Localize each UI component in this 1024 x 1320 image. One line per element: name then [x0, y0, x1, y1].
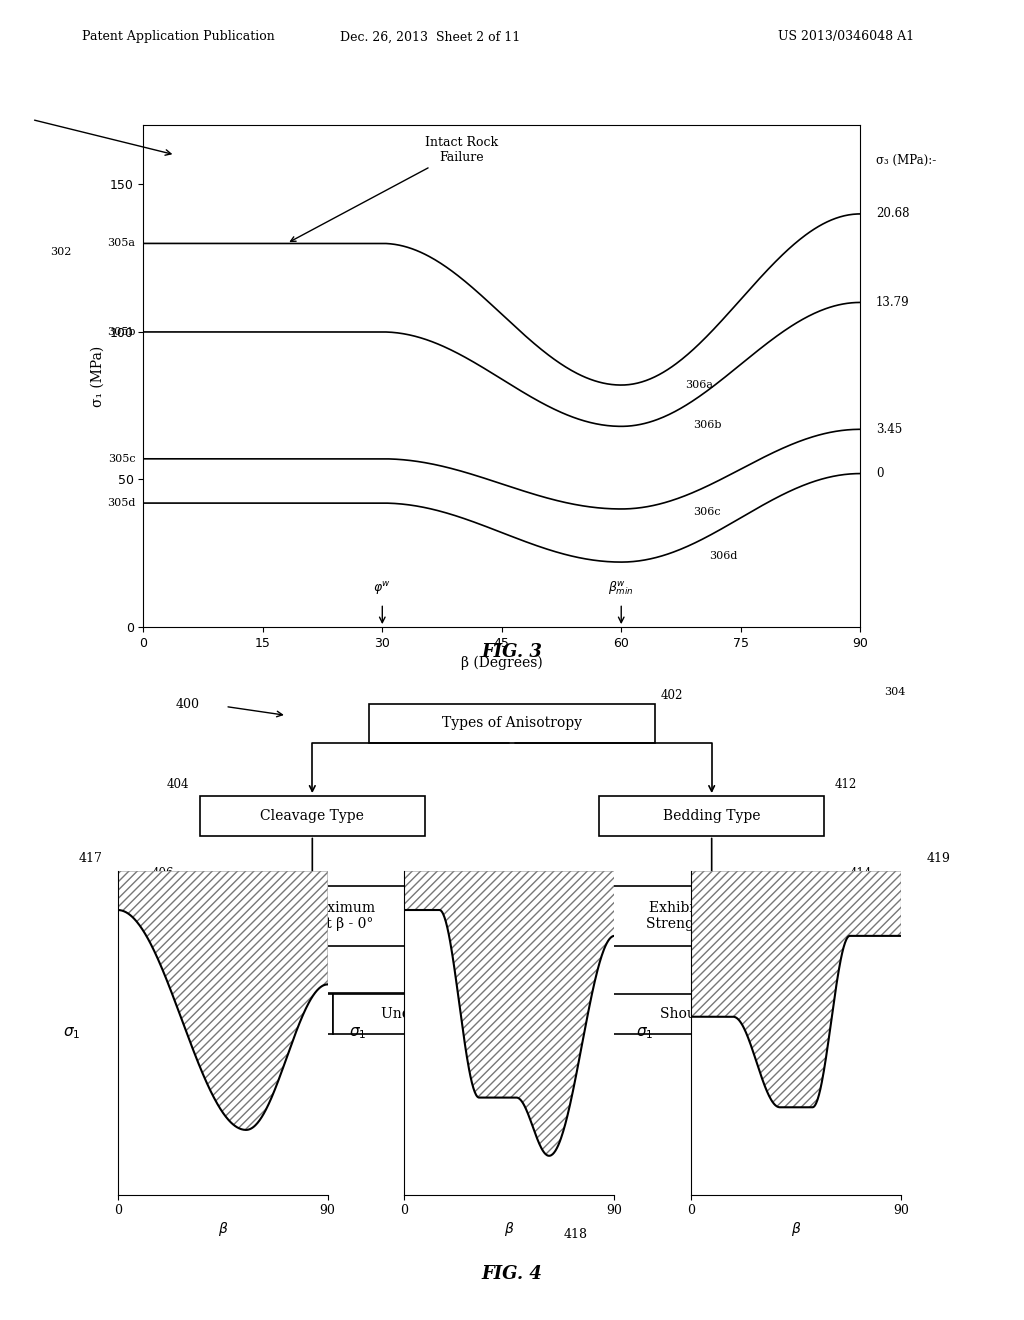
Text: 402: 402 [660, 689, 683, 702]
Text: 306c: 306c [693, 507, 721, 517]
FancyBboxPatch shape [200, 796, 425, 836]
Text: 305d: 305d [108, 498, 135, 508]
Text: 13.79: 13.79 [877, 296, 909, 309]
Text: Dec. 26, 2013  Sheet 2 of 11: Dec. 26, 2013 Sheet 2 of 11 [340, 30, 520, 44]
Text: Patent Application Publication: Patent Application Publication [82, 30, 274, 44]
Text: 305c: 305c [108, 454, 135, 463]
Text: 417: 417 [79, 851, 102, 865]
Text: FIG. 3: FIG. 3 [481, 643, 543, 661]
FancyBboxPatch shape [189, 994, 333, 1034]
Text: 306b: 306b [693, 420, 721, 430]
Text: 20.68: 20.68 [877, 207, 909, 220]
Text: 3.45: 3.45 [877, 422, 902, 436]
Text: Exhibit Maximum
Strength at β - 0°: Exhibit Maximum Strength at β - 0° [250, 902, 375, 931]
Text: Bedding Type: Bedding Type [663, 809, 761, 822]
Text: 0: 0 [877, 467, 884, 480]
Text: 400: 400 [176, 698, 200, 711]
Text: Undulatory Type: Undulatory Type [381, 1007, 500, 1020]
FancyBboxPatch shape [599, 796, 824, 836]
Text: 419: 419 [927, 851, 950, 865]
Text: 304: 304 [884, 686, 905, 697]
Text: $\sigma_1$: $\sigma_1$ [636, 1026, 653, 1040]
Text: 306a: 306a [685, 380, 713, 391]
Text: 407: 407 [157, 979, 179, 993]
X-axis label: β (Degrees): β (Degrees) [461, 655, 543, 669]
Text: 416: 416 [835, 979, 857, 993]
Text: 404: 404 [167, 777, 189, 791]
FancyBboxPatch shape [369, 704, 655, 743]
Text: U Type: U Type [236, 1007, 287, 1020]
Text: 305b: 305b [106, 327, 135, 337]
FancyBboxPatch shape [333, 994, 548, 1034]
Text: Cleavage Type: Cleavage Type [260, 809, 365, 822]
Text: σ₃ (MPa):-: σ₃ (MPa):- [877, 154, 936, 168]
Text: $\beta^w_{min}$: $\beta^w_{min}$ [608, 579, 634, 598]
X-axis label: $\beta$: $\beta$ [217, 1220, 228, 1238]
FancyBboxPatch shape [584, 886, 840, 946]
Text: 412: 412 [835, 777, 857, 791]
Text: 414: 414 [850, 867, 872, 880]
Text: Exhibit Maximum
Strength at β - 90°: Exhibit Maximum Strength at β - 90° [646, 902, 777, 931]
Text: Types of Anisotropy: Types of Anisotropy [442, 717, 582, 730]
Text: 306d: 306d [709, 552, 737, 561]
Text: Intact Rock
Failure: Intact Rock Failure [291, 136, 499, 242]
Text: $\sigma_1$: $\sigma_1$ [62, 1026, 80, 1040]
Text: 302: 302 [50, 247, 72, 257]
X-axis label: $\beta$: $\beta$ [791, 1220, 802, 1238]
Text: FIG. 4: FIG. 4 [481, 1265, 543, 1283]
Y-axis label: σ₁ (MPa): σ₁ (MPa) [90, 346, 104, 407]
Text: 305a: 305a [108, 239, 135, 248]
Text: Shoulder Type: Shoulder Type [660, 1007, 763, 1020]
Text: 410: 410 [538, 979, 560, 993]
Text: $\varphi^w$: $\varphi^w$ [374, 581, 391, 598]
X-axis label: $\beta$: $\beta$ [504, 1220, 515, 1238]
Text: 418: 418 [563, 1228, 587, 1241]
FancyBboxPatch shape [184, 886, 440, 946]
FancyBboxPatch shape [599, 994, 824, 1034]
Text: 406: 406 [152, 867, 174, 880]
Text: US 2013/0346048 A1: US 2013/0346048 A1 [778, 30, 914, 44]
Text: $\sigma_1$: $\sigma_1$ [349, 1026, 367, 1040]
